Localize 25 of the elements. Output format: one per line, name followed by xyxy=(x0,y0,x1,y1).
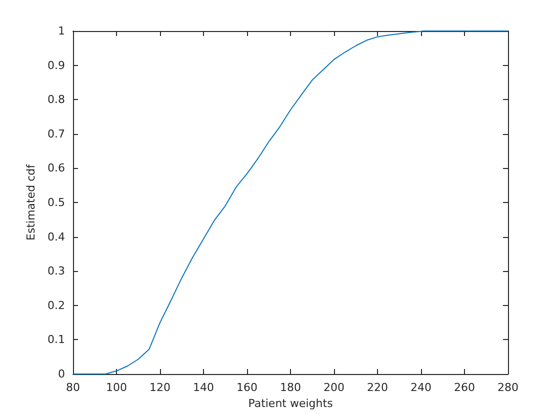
x-tick-label: 200 xyxy=(324,381,344,394)
y-tick-label: 0.3 xyxy=(48,264,65,278)
line-series xyxy=(72,30,508,374)
y-tick-label: 0.7 xyxy=(48,127,65,140)
y-tick-label: 0.6 xyxy=(48,162,65,175)
x-tick-label: 240 xyxy=(410,381,432,394)
y-tick-label: 0.5 xyxy=(48,196,65,209)
y-tick-label: 0 xyxy=(58,368,65,380)
y-tick-label: 1 xyxy=(58,24,65,38)
y-tick-label: 0.9 xyxy=(48,58,65,72)
y-tick-label: 0.2 xyxy=(48,298,65,312)
x-tick-label: 160 xyxy=(236,381,258,394)
x-tick-label: 220 xyxy=(367,381,388,394)
x-tick-label: 280 xyxy=(498,381,518,394)
y-tick-label: 0.8 xyxy=(48,93,65,106)
y-tick-label: 0.1 xyxy=(48,333,65,346)
x-tick-label: 140 xyxy=(193,381,214,394)
x-tick-label: 260 xyxy=(454,381,475,394)
x-tick-label: 120 xyxy=(150,381,170,394)
x-tick-label: 80 xyxy=(66,381,80,394)
x-axis-title: Patient weights xyxy=(248,396,334,410)
x-tick-label: 100 xyxy=(106,381,127,394)
y-tick-label: 0.4 xyxy=(48,230,65,244)
y-axis-title: Estimated cdf xyxy=(24,163,38,240)
x-tick-label: 180 xyxy=(280,381,301,394)
